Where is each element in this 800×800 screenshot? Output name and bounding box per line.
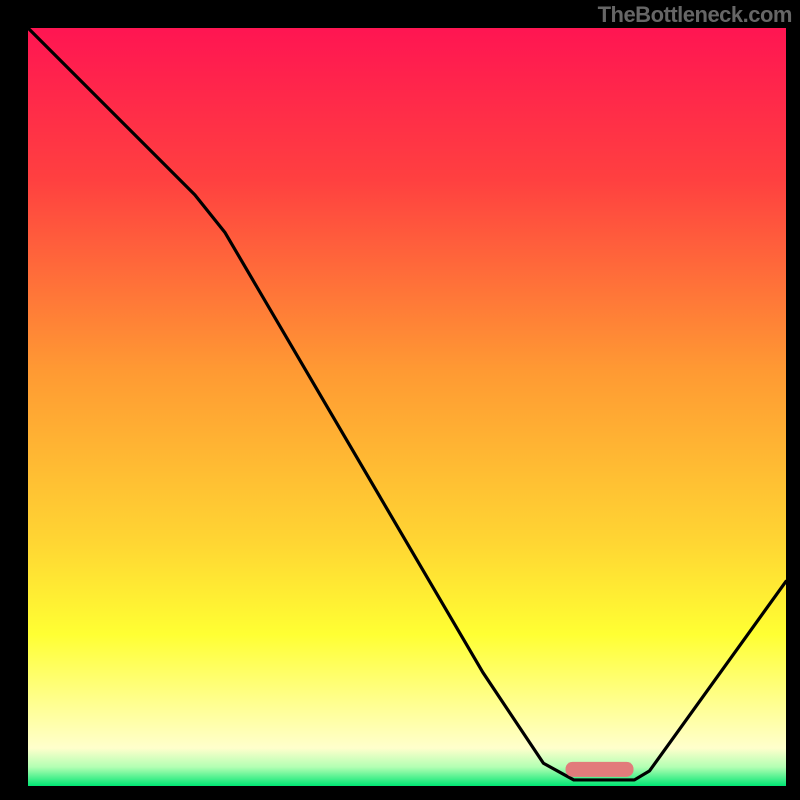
bottleneck-chart	[0, 0, 800, 800]
attribution-text: TheBottleneck.com	[598, 2, 792, 28]
chart-container: { "attribution": "TheBottleneck.com", "c…	[0, 0, 800, 800]
